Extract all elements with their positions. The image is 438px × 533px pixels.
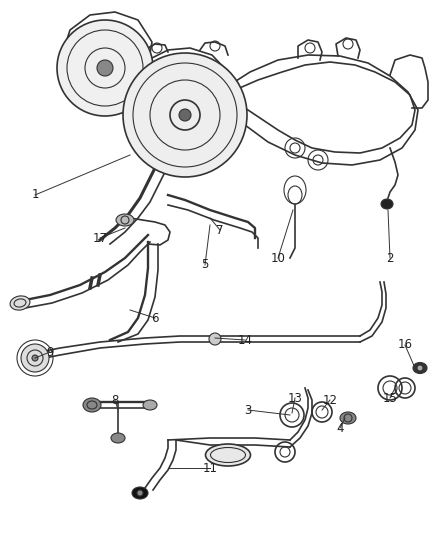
Ellipse shape (381, 199, 393, 209)
Text: 11: 11 (202, 462, 218, 474)
Ellipse shape (132, 487, 148, 499)
Circle shape (97, 60, 113, 76)
Circle shape (32, 355, 38, 361)
Text: 10: 10 (271, 252, 286, 264)
Ellipse shape (111, 433, 125, 443)
Circle shape (417, 365, 423, 371)
Ellipse shape (116, 214, 134, 226)
Circle shape (209, 333, 221, 345)
Text: 6: 6 (151, 311, 159, 325)
Text: 7: 7 (216, 223, 224, 237)
Text: 13: 13 (288, 392, 302, 405)
Text: 5: 5 (201, 259, 208, 271)
Text: 15: 15 (382, 392, 397, 405)
Circle shape (123, 53, 247, 177)
Ellipse shape (143, 400, 157, 410)
Text: 14: 14 (237, 334, 252, 346)
Text: 4: 4 (336, 422, 344, 434)
Circle shape (137, 490, 143, 496)
Text: 3: 3 (244, 403, 252, 416)
Ellipse shape (205, 444, 251, 466)
Ellipse shape (83, 398, 101, 412)
Ellipse shape (413, 362, 427, 374)
Text: 8: 8 (111, 393, 119, 407)
Text: 1: 1 (31, 189, 39, 201)
Circle shape (21, 344, 49, 372)
Ellipse shape (10, 296, 30, 310)
Circle shape (57, 20, 153, 116)
Text: 17: 17 (92, 231, 107, 245)
Text: 16: 16 (398, 338, 413, 351)
Ellipse shape (340, 412, 356, 424)
Text: 2: 2 (386, 252, 394, 264)
Text: 12: 12 (322, 393, 338, 407)
Text: 9: 9 (46, 345, 54, 359)
Circle shape (179, 109, 191, 121)
